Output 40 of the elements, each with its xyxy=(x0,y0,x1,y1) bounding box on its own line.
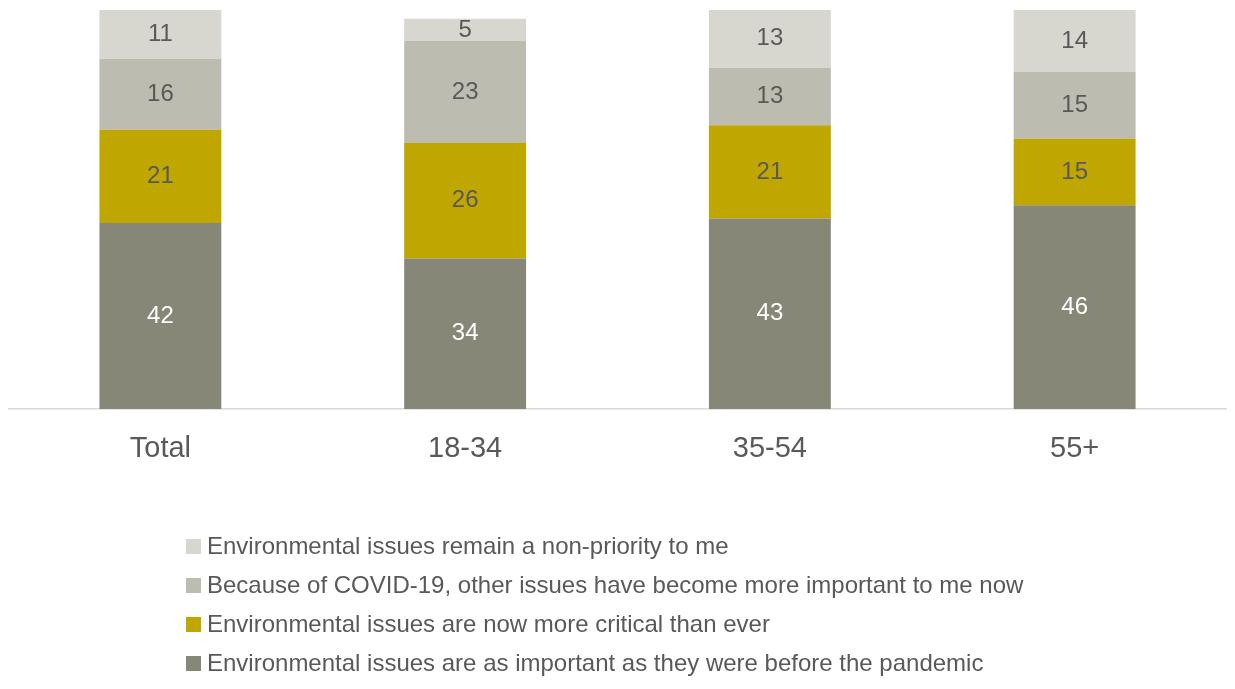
legend-label: Environmental issues are now more critical than ever xyxy=(207,609,770,639)
x-tick-label: 55+ xyxy=(1050,430,1100,463)
bar xyxy=(404,143,527,259)
bar xyxy=(708,10,831,68)
data-label: 15 xyxy=(1061,156,1088,184)
data-label: 26 xyxy=(451,185,479,213)
data-label: 15 xyxy=(1061,89,1088,117)
data-label: 13 xyxy=(756,23,784,51)
data-label: 11 xyxy=(147,19,173,47)
data-label: 13 xyxy=(756,81,784,109)
bar xyxy=(1013,138,1136,206)
data-label: 21 xyxy=(756,156,784,184)
bar xyxy=(99,129,222,223)
bar xyxy=(99,222,222,410)
data-label: 14 xyxy=(1061,25,1088,53)
bar xyxy=(99,10,222,59)
data-label: 43 xyxy=(756,298,784,326)
bar xyxy=(404,41,527,144)
x-tick-label: 35-54 xyxy=(732,430,807,463)
bar xyxy=(708,218,831,410)
x-tick-label: 18-34 xyxy=(428,430,503,463)
bar xyxy=(1013,72,1136,139)
legend-label: Environmental issues are as important as they were before the pandemic xyxy=(207,648,984,678)
bar xyxy=(99,58,222,130)
bar xyxy=(708,125,831,219)
legend-label: Because of COVID-19, other issues have become more important to me now xyxy=(207,570,1024,600)
data-label: 46 xyxy=(1061,291,1088,319)
x-tick-label: Total xyxy=(129,430,192,463)
bar xyxy=(1013,10,1136,73)
data-label: 16 xyxy=(147,78,174,106)
legend-label: Environmental issues remain a non-priority to me xyxy=(207,531,729,561)
bar xyxy=(1013,205,1136,410)
data-label: 23 xyxy=(451,76,479,104)
bar xyxy=(404,258,527,410)
data-label: 5 xyxy=(458,14,472,42)
data-label: 34 xyxy=(451,318,479,346)
data-label: 42 xyxy=(147,300,174,328)
data-label: 21 xyxy=(147,160,174,188)
bar xyxy=(708,67,831,126)
bar xyxy=(404,18,527,42)
